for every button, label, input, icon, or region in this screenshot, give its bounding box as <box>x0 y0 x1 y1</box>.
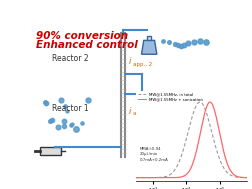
Polygon shape <box>141 40 157 54</box>
Text: i: i <box>129 57 132 67</box>
Bar <box>147 36 151 40</box>
Text: app., 1: app., 1 <box>133 111 152 116</box>
Text: Enhanced control: Enhanced control <box>36 40 138 50</box>
Text: Reactor 1: Reactor 1 <box>52 104 88 113</box>
Legend: MW@1.55MHz, in total, MW@1.55MHz + sonication: MW@1.55MHz, in total, MW@1.55MHz + sonic… <box>138 93 203 102</box>
Text: 90% conversion: 90% conversion <box>36 31 128 41</box>
Text: MMA:I:0.94
20μL/min
0.7mA+0.2mA: MMA:I:0.94 20μL/min 0.7mA+0.2mA <box>139 147 168 162</box>
Text: Reactor 2: Reactor 2 <box>52 54 88 63</box>
Bar <box>40 147 61 155</box>
Text: i: i <box>129 107 132 116</box>
Text: app., 2: app., 2 <box>133 62 152 67</box>
